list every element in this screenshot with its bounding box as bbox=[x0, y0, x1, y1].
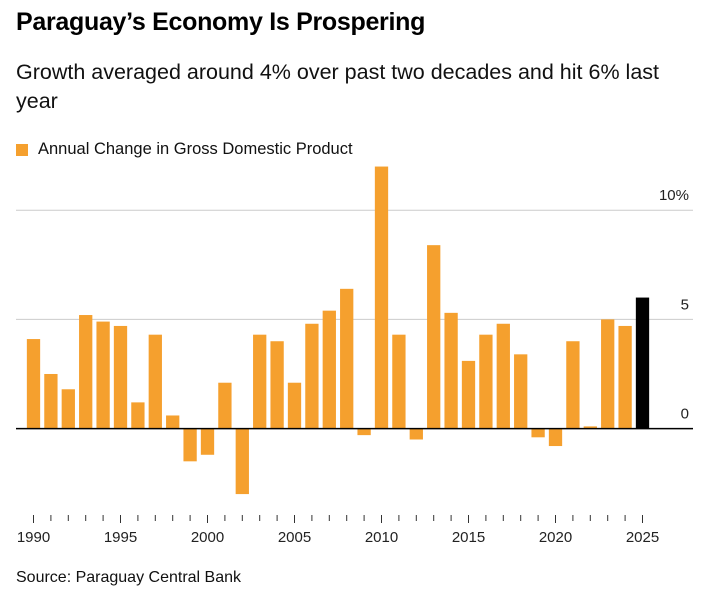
bar bbox=[44, 373, 58, 429]
x-tick-label: 2000 bbox=[191, 529, 224, 546]
bar bbox=[548, 428, 563, 447]
x-tick-label: 1990 bbox=[17, 529, 50, 546]
x-tick-label: 2010 bbox=[365, 529, 398, 546]
legend-label: Annual Change in Gross Domestic Product bbox=[38, 140, 353, 158]
bar bbox=[96, 321, 110, 429]
bar bbox=[218, 382, 232, 429]
bar bbox=[253, 334, 267, 429]
bar bbox=[496, 323, 510, 429]
bar bbox=[409, 428, 423, 440]
y-tick-label: 0 bbox=[681, 406, 689, 423]
bar bbox=[444, 312, 458, 429]
bar bbox=[531, 428, 545, 438]
bar bbox=[200, 428, 215, 455]
bar bbox=[374, 166, 389, 429]
bar bbox=[148, 334, 162, 429]
bar bbox=[340, 288, 354, 429]
x-tick-label: 2005 bbox=[278, 529, 311, 546]
bar bbox=[270, 341, 284, 429]
bar bbox=[235, 428, 249, 495]
y-tick-label: 5 bbox=[681, 296, 689, 313]
bar bbox=[322, 310, 336, 429]
legend-swatch bbox=[16, 143, 28, 156]
bar bbox=[427, 245, 441, 429]
bar bbox=[618, 325, 632, 429]
bar bbox=[61, 389, 75, 429]
bar bbox=[583, 426, 597, 429]
bar bbox=[357, 428, 371, 436]
bar bbox=[183, 428, 197, 462]
bar bbox=[514, 354, 528, 429]
bar bbox=[461, 360, 476, 429]
bar bbox=[79, 315, 93, 429]
x-tick-label: 1995 bbox=[104, 529, 137, 546]
chart-subtitle: Growth averaged around 4% over past two … bbox=[16, 60, 659, 113]
bar bbox=[131, 402, 145, 429]
bar bbox=[305, 323, 319, 429]
bar bbox=[113, 325, 128, 429]
bar-chart: 10% 5 0 1990 1995 2000 2005 2010 2015 2020 2025 bbox=[16, 166, 693, 546]
y-tick-label: 10% bbox=[659, 187, 689, 204]
x-tick-label: 2020 bbox=[539, 529, 572, 546]
bar bbox=[287, 382, 302, 429]
bar bbox=[566, 341, 580, 429]
source-note: Source: Paraguay Central Bank bbox=[16, 569, 242, 586]
x-tick-label: 2015 bbox=[452, 529, 485, 546]
legend: Annual Change in Gross Domestic Product bbox=[16, 140, 353, 159]
bar bbox=[26, 339, 41, 429]
bar bbox=[166, 415, 180, 429]
bar-highlight bbox=[635, 297, 650, 429]
x-tick-label: 2025 bbox=[626, 529, 659, 546]
bar bbox=[392, 334, 406, 429]
chart-title: Paraguay’s Economy Is Prospering bbox=[16, 8, 426, 36]
bar bbox=[479, 334, 493, 429]
bar bbox=[601, 319, 615, 429]
